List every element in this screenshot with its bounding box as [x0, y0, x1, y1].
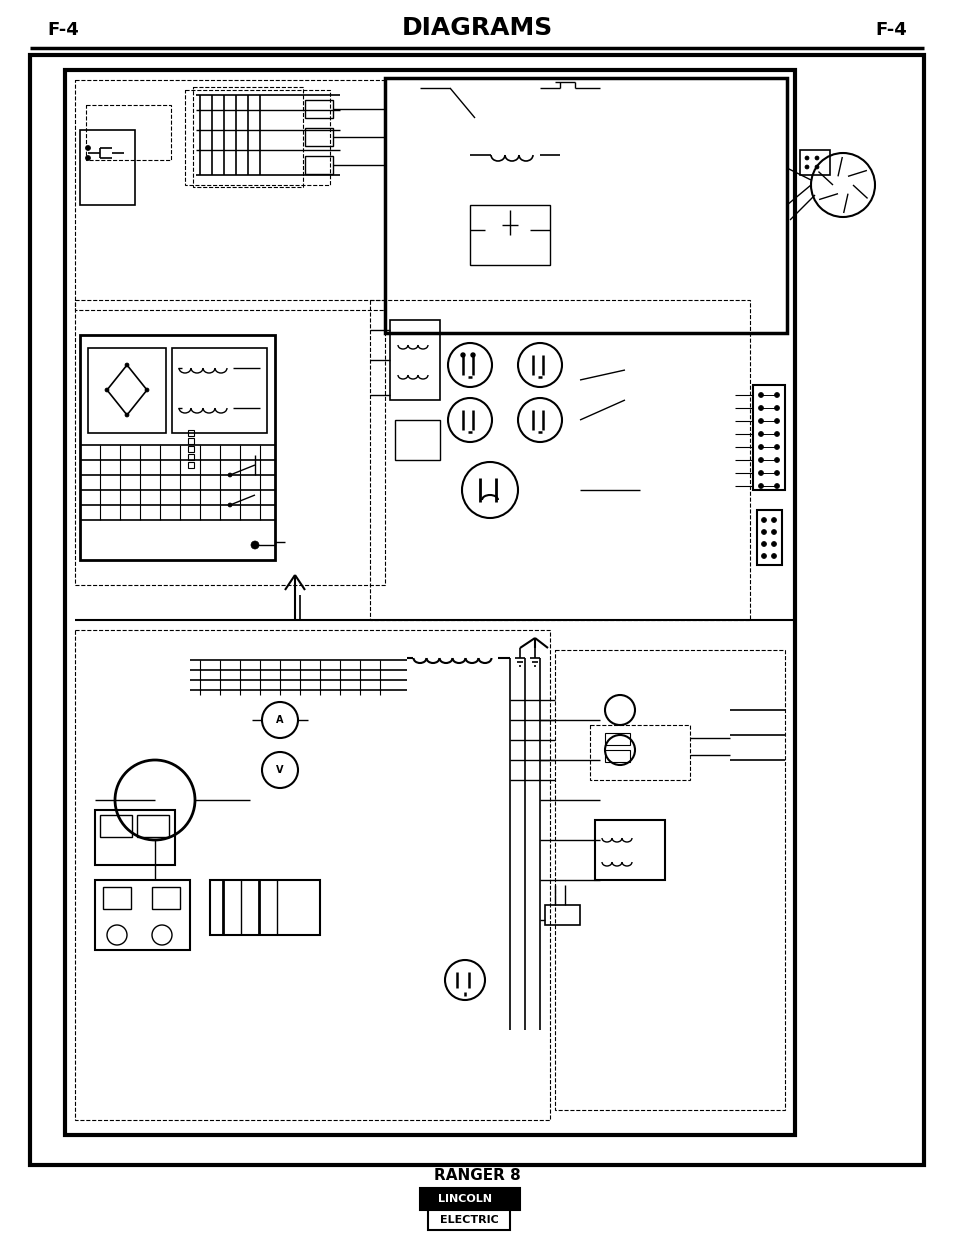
Bar	[137, 815, 169, 837]
Circle shape	[760, 530, 765, 535]
Bar	[188, 454, 193, 459]
Bar	[86, 105, 171, 161]
Bar	[103, 887, 131, 909]
Circle shape	[758, 431, 762, 436]
Bar	[188, 430, 193, 436]
Bar	[75, 80, 385, 310]
Circle shape	[760, 541, 765, 547]
Circle shape	[228, 503, 232, 508]
Bar	[188, 438, 193, 445]
Circle shape	[774, 457, 779, 462]
Circle shape	[251, 541, 258, 550]
Bar	[800, 149, 829, 175]
Bar	[188, 446, 193, 452]
Bar	[752, 385, 784, 490]
Bar	[428, 1210, 510, 1230]
Circle shape	[774, 445, 779, 450]
Circle shape	[760, 553, 765, 558]
Bar	[193, 86, 303, 186]
Circle shape	[774, 419, 779, 424]
Text: ELECTRIC: ELECTRIC	[439, 1215, 497, 1225]
Bar	[305, 156, 333, 174]
Text: V: V	[276, 764, 283, 776]
Circle shape	[758, 483, 762, 489]
Bar	[80, 335, 274, 559]
Circle shape	[774, 471, 779, 475]
Circle shape	[145, 388, 149, 391]
Bar	[589, 725, 689, 781]
Bar	[75, 300, 385, 585]
Bar	[305, 128, 333, 146]
Bar	[185, 90, 330, 185]
Bar	[385, 78, 786, 333]
Bar	[419, 1188, 519, 1210]
Circle shape	[471, 353, 475, 357]
Circle shape	[804, 165, 808, 169]
Circle shape	[760, 517, 765, 522]
Circle shape	[814, 165, 818, 169]
Bar	[65, 70, 794, 1135]
Circle shape	[105, 388, 109, 391]
Circle shape	[758, 471, 762, 475]
Circle shape	[771, 541, 776, 547]
Bar	[544, 905, 579, 925]
Circle shape	[771, 553, 776, 558]
Bar	[370, 300, 749, 620]
Bar	[604, 750, 629, 762]
Circle shape	[771, 530, 776, 535]
Circle shape	[125, 363, 129, 367]
Bar	[604, 734, 629, 745]
Circle shape	[804, 156, 808, 161]
Bar	[595, 820, 664, 881]
Circle shape	[814, 156, 818, 161]
Circle shape	[125, 412, 129, 417]
Bar	[152, 887, 180, 909]
Circle shape	[86, 146, 91, 151]
Circle shape	[758, 393, 762, 398]
Text: F-4: F-4	[874, 21, 906, 40]
Bar	[470, 205, 550, 266]
Circle shape	[774, 431, 779, 436]
Bar	[95, 881, 190, 950]
Bar	[555, 650, 784, 1110]
Circle shape	[86, 156, 91, 161]
Bar	[88, 348, 166, 433]
Bar	[75, 630, 550, 1120]
Circle shape	[758, 419, 762, 424]
Text: RANGER 8: RANGER 8	[434, 1167, 519, 1182]
Text: ®: ®	[506, 1189, 514, 1198]
Bar	[172, 348, 267, 433]
Bar	[188, 462, 193, 468]
Bar	[210, 881, 319, 935]
Bar	[757, 510, 781, 564]
Circle shape	[771, 517, 776, 522]
Text: DIAGRAMS: DIAGRAMS	[401, 16, 552, 40]
Circle shape	[774, 405, 779, 410]
Circle shape	[758, 457, 762, 462]
Bar	[390, 320, 439, 400]
Circle shape	[758, 445, 762, 450]
Bar	[395, 420, 439, 459]
Bar	[95, 810, 174, 864]
Bar	[305, 100, 333, 119]
Bar	[80, 130, 135, 205]
Circle shape	[460, 353, 464, 357]
Text: A: A	[276, 715, 283, 725]
Circle shape	[228, 473, 232, 477]
Circle shape	[774, 483, 779, 489]
Text: LINCOLN: LINCOLN	[437, 1194, 492, 1204]
Bar	[30, 56, 923, 1165]
Circle shape	[774, 393, 779, 398]
Text: F-4: F-4	[47, 21, 79, 40]
Circle shape	[758, 405, 762, 410]
Bar	[100, 815, 132, 837]
